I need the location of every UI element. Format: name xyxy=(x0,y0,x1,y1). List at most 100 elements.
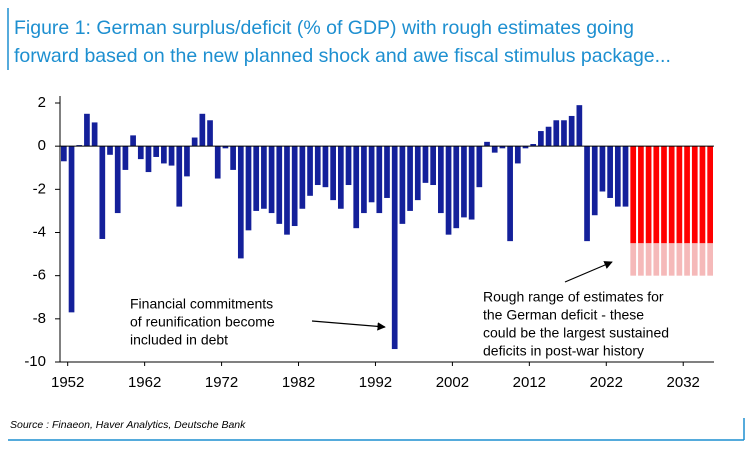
bar xyxy=(691,146,698,244)
bar xyxy=(484,141,490,147)
bar xyxy=(368,146,375,203)
bar xyxy=(261,146,267,209)
x-tick-label: 1992 xyxy=(359,374,392,391)
y-tick-label: -6 xyxy=(33,267,46,284)
bar xyxy=(607,146,613,198)
bar xyxy=(276,146,283,224)
y-tick-label: -8 xyxy=(33,310,46,327)
bar xyxy=(653,243,660,276)
bar xyxy=(91,122,98,147)
bar xyxy=(630,146,637,244)
bar xyxy=(668,243,675,276)
bar xyxy=(430,146,437,186)
bar xyxy=(168,146,175,166)
bar xyxy=(291,146,298,227)
bar xyxy=(314,146,321,186)
bar xyxy=(230,146,236,170)
bar xyxy=(461,146,467,218)
bar xyxy=(538,131,544,147)
bar xyxy=(514,146,521,164)
bar xyxy=(645,146,652,244)
y-tick-label: -4 xyxy=(33,223,46,240)
x-tick-label: 2022 xyxy=(590,374,623,391)
bar xyxy=(630,243,637,276)
bar xyxy=(284,146,290,235)
bar xyxy=(445,146,452,235)
bar xyxy=(561,120,567,147)
bar xyxy=(361,146,367,214)
bar xyxy=(545,126,552,147)
bar xyxy=(353,146,360,229)
bar xyxy=(591,146,598,216)
bar xyxy=(337,146,344,209)
bar xyxy=(661,243,667,276)
bar xyxy=(414,146,421,201)
bar xyxy=(268,146,275,214)
bar xyxy=(522,146,529,149)
bar xyxy=(84,113,90,147)
x-tick-label: 1962 xyxy=(128,374,161,391)
bar xyxy=(222,146,229,149)
bar xyxy=(661,146,667,244)
bar xyxy=(491,146,498,153)
bar xyxy=(668,146,675,244)
bar xyxy=(345,146,352,186)
bar xyxy=(553,120,560,147)
arrow xyxy=(564,261,613,283)
x-tick-label: 1952 xyxy=(51,374,84,391)
bar xyxy=(676,243,683,276)
bar xyxy=(245,146,252,231)
y-tick-label: -2 xyxy=(33,180,46,197)
bar xyxy=(376,146,383,214)
bar xyxy=(645,243,652,276)
bar xyxy=(476,146,483,188)
x-tick-label: 2032 xyxy=(667,374,700,391)
bar xyxy=(99,146,106,239)
bar xyxy=(653,146,660,244)
bar xyxy=(707,243,713,276)
x-tick-label: 2002 xyxy=(436,374,469,391)
bar xyxy=(699,146,706,244)
bar xyxy=(176,146,183,207)
bar xyxy=(407,146,413,211)
bar xyxy=(253,146,260,211)
bar xyxy=(207,120,213,147)
bar xyxy=(214,146,221,179)
bar xyxy=(184,146,190,177)
x-tick-label: 1972 xyxy=(205,374,238,391)
bar xyxy=(638,146,644,244)
bar xyxy=(161,146,167,164)
y-tick-label: 2 xyxy=(38,94,46,111)
y-tick-label: 0 xyxy=(38,137,46,154)
x-tick-label: 1982 xyxy=(282,374,315,391)
bar xyxy=(684,146,690,244)
bar xyxy=(468,146,475,220)
bar xyxy=(130,135,136,147)
bar xyxy=(438,146,444,214)
bar xyxy=(530,144,537,147)
bar xyxy=(584,146,590,242)
arrow xyxy=(311,320,386,331)
bar xyxy=(399,146,406,224)
bar xyxy=(499,146,506,149)
bar xyxy=(330,146,336,201)
bar xyxy=(307,146,313,196)
bar xyxy=(122,146,129,170)
bar xyxy=(576,105,583,147)
bar xyxy=(137,146,144,160)
bar xyxy=(107,146,113,155)
bar xyxy=(237,146,244,259)
bar xyxy=(68,146,75,313)
annotation: of reunification become xyxy=(130,314,275,330)
bar xyxy=(145,146,152,173)
chart-title: Figure 1: German surplus/deficit (% of G… xyxy=(14,17,634,39)
bar xyxy=(391,146,398,350)
bar xyxy=(568,115,575,147)
bar xyxy=(684,243,690,276)
bar xyxy=(191,137,198,147)
bar xyxy=(61,146,67,162)
source: Source : Finaeon, Haver Analytics, Deuts… xyxy=(10,419,246,431)
bar xyxy=(422,146,429,183)
annotation: included in debt xyxy=(130,332,228,348)
